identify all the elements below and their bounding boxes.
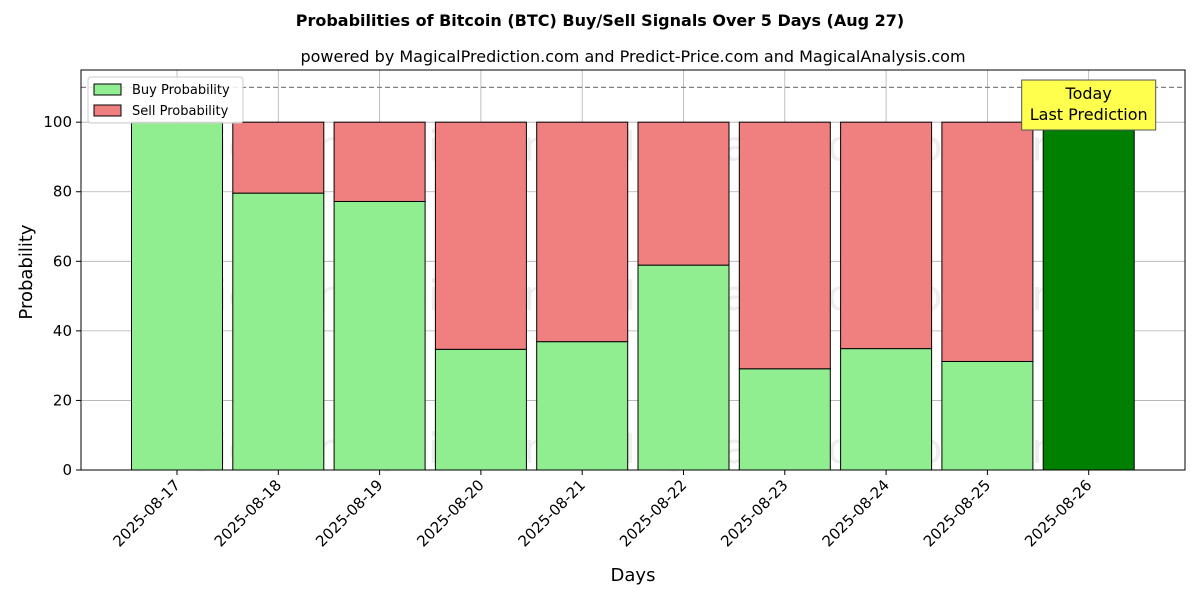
legend-box xyxy=(87,76,244,124)
today-annotation: Today Last Prediction xyxy=(1021,79,1157,131)
y-tick-label: 60 xyxy=(53,252,72,270)
y-tick-label: 0 xyxy=(62,461,72,479)
buy-bar xyxy=(637,264,730,471)
x-tick-label: 2025-08-18 xyxy=(211,476,285,550)
sell-bar xyxy=(333,121,426,202)
x-tick-label: 2025-08-25 xyxy=(920,476,994,550)
y-tick-label: 100 xyxy=(43,113,72,131)
x-tick-label: 2025-08-19 xyxy=(312,476,386,550)
plot-frame xyxy=(80,69,1186,471)
sell-bar xyxy=(434,121,527,350)
buy-bar xyxy=(333,200,426,471)
today-box xyxy=(1021,79,1157,131)
sell-bar xyxy=(941,121,1034,362)
y-axis-label: Probability xyxy=(16,224,37,319)
y-tick-label: 40 xyxy=(53,322,72,340)
buy-bar xyxy=(941,360,1034,471)
x-tick-label: 2025-08-21 xyxy=(515,476,589,550)
buy-bar xyxy=(840,348,933,471)
buy-bar xyxy=(131,121,223,471)
legend: Buy Probability Sell Probability xyxy=(87,76,244,124)
buy-bar xyxy=(738,368,831,471)
x-tick-label: 2025-08-22 xyxy=(616,476,690,550)
legend-label: Buy Probability xyxy=(132,83,230,98)
today-label: Last Prediction xyxy=(1030,105,1148,124)
sell-bar xyxy=(637,121,730,266)
x-axis-label: Days xyxy=(611,565,656,586)
legend-label: Sell Probability xyxy=(132,104,229,119)
buy-bar xyxy=(1042,121,1135,471)
sell-bar xyxy=(840,121,933,350)
sell-bar xyxy=(738,121,831,370)
chart-subtitle: powered by MagicalPrediction.com and Pre… xyxy=(300,47,965,66)
x-tick-label: 2025-08-17 xyxy=(109,476,183,550)
bars-layer xyxy=(81,86,1185,471)
y-tick-label: 20 xyxy=(53,391,72,409)
buy-bar xyxy=(232,192,325,471)
x-tick-label: 2025-08-20 xyxy=(413,476,487,550)
buy-bar xyxy=(536,341,629,471)
y-tick-label: 80 xyxy=(53,183,72,201)
x-tick-label: 2025-08-23 xyxy=(717,476,791,550)
buy-bar xyxy=(434,348,527,471)
chart-title: Probabilities of Bitcoin (BTC) Buy/Sell … xyxy=(296,11,905,30)
today-label: Today xyxy=(1065,84,1112,103)
sell-bar xyxy=(232,121,325,194)
legend-swatch xyxy=(93,83,122,96)
x-tick-label: 2025-08-24 xyxy=(819,476,893,550)
x-tick-label: 2025-08-26 xyxy=(1021,476,1095,550)
sell-bar xyxy=(536,121,629,343)
legend-swatch xyxy=(93,104,122,117)
